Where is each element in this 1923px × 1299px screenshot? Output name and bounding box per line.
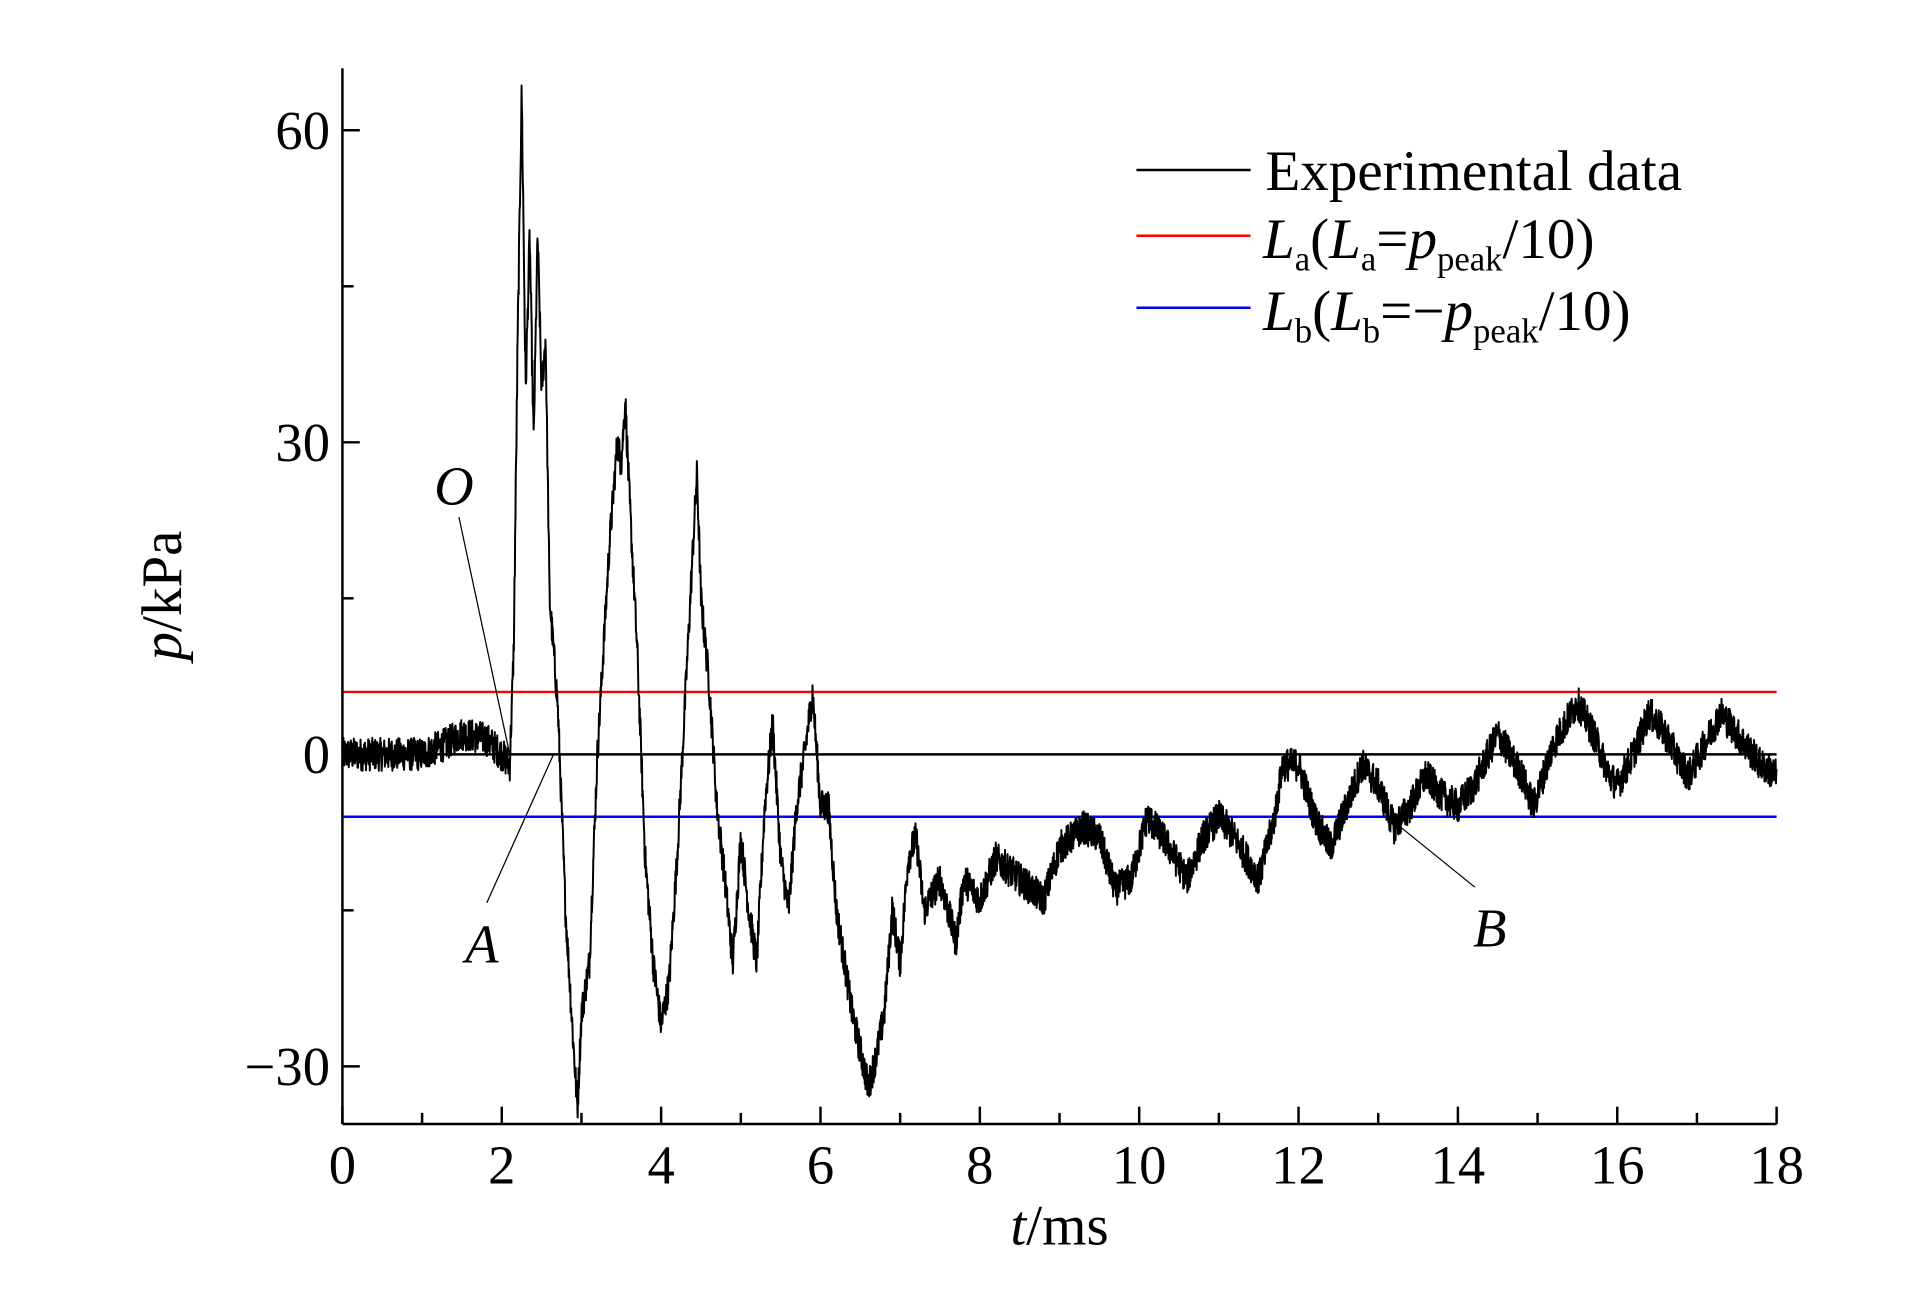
x-tick-label: 10: [1112, 1135, 1167, 1196]
x-axis-label: t/ms: [1010, 1194, 1108, 1257]
y-tick-label: 60: [275, 100, 330, 161]
legend-label-lb: Lb(Lb=−ppeak/10): [1262, 280, 1631, 350]
x-tick-label: 12: [1271, 1135, 1326, 1196]
x-tick-label: 0: [329, 1135, 356, 1196]
series-layer: [341, 84, 1778, 1119]
y-tick-label: −30: [245, 1036, 330, 1097]
x-tick-label: 16: [1590, 1135, 1645, 1196]
x-tick-label: 4: [647, 1135, 674, 1196]
y-tick-label: 0: [303, 724, 330, 785]
annotation-label-o: O: [434, 456, 473, 517]
axes: 0 2 4 6 8 10 12 14 16 18 −30 0 30 60: [245, 68, 1804, 1196]
x-tick-label: 6: [807, 1135, 834, 1196]
x-tick-label: 14: [1431, 1135, 1486, 1196]
x-tick-label: 2: [488, 1135, 515, 1196]
legend: Experimental data La(La=ppeak/10) Lb(Lb=…: [1136, 140, 1682, 350]
annotation-label-a: A: [462, 913, 499, 974]
series-line-experimental: [341, 84, 1778, 1119]
y-axis-label: p/kPa: [131, 531, 194, 665]
legend-label-experimental: Experimental data: [1265, 140, 1682, 203]
legend-label-la: La(La=ppeak/10): [1262, 208, 1594, 278]
annotation-leader-a: [486, 754, 555, 904]
reference-lines: [342, 690, 1777, 818]
x-tick-label: 8: [966, 1135, 993, 1196]
x-tick-label: 18: [1749, 1135, 1804, 1196]
annotation-leader-b: [1393, 821, 1476, 888]
y-tick-label: 30: [275, 412, 330, 473]
annotation-label-b: B: [1473, 898, 1506, 959]
annotation-leader-o: [458, 516, 511, 755]
annotations: O A B: [434, 456, 1506, 975]
